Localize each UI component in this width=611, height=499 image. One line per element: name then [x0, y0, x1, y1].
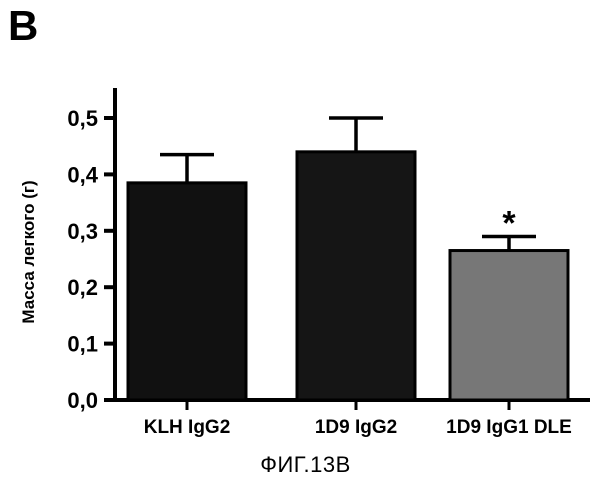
- category-label: 1D9 IgG2: [315, 417, 397, 438]
- y-tick-label: 0,4: [67, 162, 98, 187]
- y-tick-label: 0,2: [67, 275, 98, 300]
- bar: [128, 183, 246, 400]
- y-tick-label: 0,1: [67, 332, 98, 357]
- y-axis-label: Масса легкого (г): [19, 180, 38, 323]
- y-tick-label: 0,5: [67, 106, 98, 131]
- y-tick-label: 0,3: [67, 219, 98, 244]
- significance-marker: *: [502, 204, 516, 242]
- bar-chart: Масса легкого (г) 0,0 0,1 0,2 0,3 0,4 0,5 * K…: [0, 0, 611, 440]
- y-tick-label: 0,0: [67, 388, 98, 413]
- category-label: 1D9 IgG1 DLE: [446, 417, 572, 438]
- bar: [450, 251, 568, 400]
- figure-caption: ФИГ.13B: [0, 452, 611, 478]
- bar: [297, 152, 415, 400]
- category-label: KLH IgG2: [144, 417, 231, 438]
